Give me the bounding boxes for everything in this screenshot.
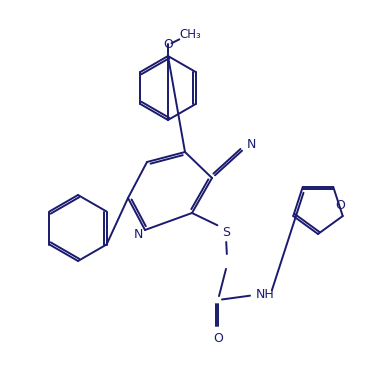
Text: CH₃: CH₃ bbox=[179, 28, 201, 41]
Text: N: N bbox=[246, 138, 256, 151]
Text: NH: NH bbox=[256, 289, 274, 301]
Text: N: N bbox=[133, 228, 143, 241]
Text: O: O bbox=[163, 38, 173, 51]
Text: S: S bbox=[222, 227, 230, 240]
Text: O: O bbox=[213, 331, 223, 344]
Text: O: O bbox=[335, 199, 345, 212]
